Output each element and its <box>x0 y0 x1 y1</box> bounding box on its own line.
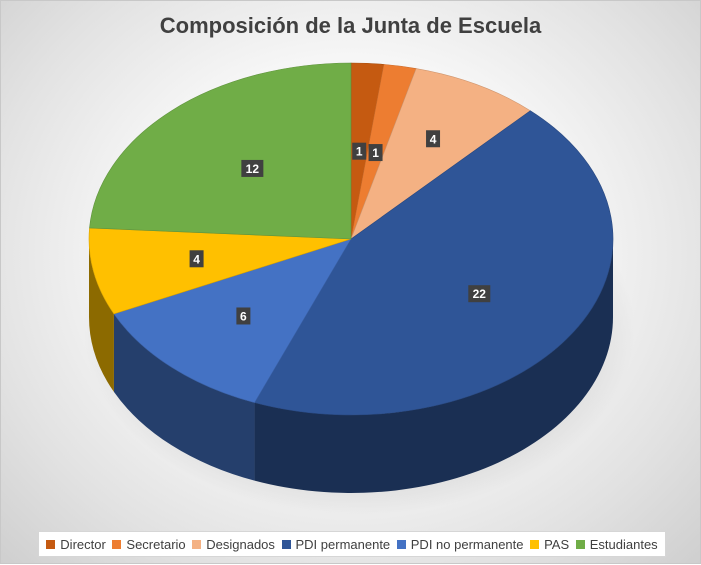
svg-text:12: 12 <box>246 162 260 176</box>
legend-swatch <box>192 539 202 549</box>
legend-item-secretario: Secretario <box>112 536 186 552</box>
legend-item-pas: PAS <box>530 537 569 552</box>
legend-item-estudiantes: Estudiantes <box>575 536 658 552</box>
legend-label: Estudiantes <box>589 536 658 552</box>
data-label-pas: 4 <box>189 250 204 268</box>
legend-label: PAS <box>544 536 570 552</box>
legend: Director Secretario Designados PDI permanen… <box>38 531 666 557</box>
svg-text:6: 6 <box>240 309 247 323</box>
data-label-pdi-permanente: 22 <box>468 285 491 303</box>
pie-slice-pas[interactable] <box>88 227 352 315</box>
svg-text:4: 4 <box>193 252 200 266</box>
legend-swatch <box>281 539 291 549</box>
data-label-pdi-no-permanente: 6 <box>236 307 251 325</box>
legend-swatch <box>396 539 406 549</box>
legend-label: Secretario <box>126 536 186 552</box>
legend-label: Designados <box>206 536 275 552</box>
data-label-director: 1 <box>352 142 367 160</box>
data-label-secretario: 1 <box>368 144 383 162</box>
svg-text:22: 22 <box>473 287 487 301</box>
pie-slice-pdi-no-permanente[interactable] <box>113 238 352 403</box>
pie-slice-estudiantes[interactable] <box>89 62 352 240</box>
legend-item-director: Director <box>46 537 106 552</box>
chart-title: Composición de la Junta de Escuela <box>159 13 542 38</box>
legend-item-pdi-no-permanente: PDI no permanente <box>396 536 524 552</box>
legend-label: Director <box>60 536 106 552</box>
legend-swatch <box>530 539 540 549</box>
legend-item-designados: Designados <box>192 537 275 552</box>
pie-slice-pdi-permanente[interactable] <box>254 110 614 416</box>
data-label-designados: 4 <box>426 130 441 148</box>
pie-slice-designados[interactable] <box>350 68 531 240</box>
svg-text:1: 1 <box>372 146 379 160</box>
svg-text:1: 1 <box>356 145 363 159</box>
legend-swatch <box>575 539 585 549</box>
legend-swatch <box>46 539 56 549</box>
svg-text:4: 4 <box>430 132 437 146</box>
pie-side-pdi-permanente <box>254 239 613 494</box>
legend-label: PDI no permanente <box>410 536 524 552</box>
pie-side-pdi-no-permanente <box>113 313 255 481</box>
legend-label: PDI permanente <box>295 536 391 552</box>
legend-item-pdi-permanente: PDI permanente <box>281 536 391 552</box>
legend-swatch <box>112 539 122 549</box>
data-label-estudiantes: 12 <box>241 159 264 177</box>
